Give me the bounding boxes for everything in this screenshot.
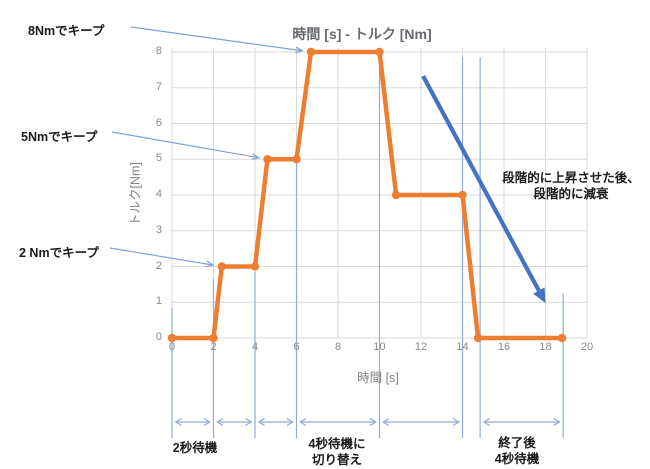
x-tick-label: 0	[168, 341, 176, 353]
y-tick-label: 2	[155, 259, 162, 272]
annotation-switch-to-4s-wait-line2: 切り替え	[311, 452, 362, 467]
x-tick-label: 14	[456, 341, 469, 353]
chart-title: 時間 [s] - トルク [Nm]	[292, 26, 432, 42]
annotation-keep-2nm: 2 Nmでキープ	[19, 246, 99, 260]
x-axis-title: 時間 [s]	[357, 371, 399, 385]
data-point-marker	[250, 262, 260, 271]
annotation-stepwise-rise-decay-line1: 段階的に上昇させた後、	[502, 171, 640, 185]
annotation-stepwise-rise-decay-line2: 段階的に減衰	[533, 187, 609, 201]
annotation-keep-5nm: 5Nmでキープ	[21, 130, 98, 144]
x-tick-label: 4	[251, 341, 259, 353]
annotation-switch-to-4s-wait: 4秒待機に 切り替え	[287, 437, 387, 468]
trend-arrow	[421, 74, 546, 303]
leader-arrow-keep5	[111, 131, 261, 160]
leader-arrow-keep2	[109, 247, 215, 268]
x-tick-label: 20	[580, 341, 594, 353]
x-tick-label: 10	[373, 341, 386, 353]
x-tick-label: 6	[293, 341, 300, 353]
data-point-marker	[292, 155, 301, 164]
leader-arrow-keep8	[130, 26, 304, 54]
y-tick-label: 1	[155, 295, 162, 308]
y-tick-label: 5	[155, 152, 162, 165]
data-point-marker	[209, 333, 218, 343]
y-tick-label: 0	[155, 331, 162, 343]
annotation-end-4s-wait-line2: 4秒待機	[494, 451, 540, 466]
data-point-marker	[167, 333, 177, 343]
span-double-arrow	[382, 417, 460, 427]
data-point-marker	[306, 47, 316, 57]
x-tick-label: 12	[414, 341, 428, 353]
data-point-marker	[458, 190, 467, 200]
annotation-wait-2s: 2秒待機	[172, 441, 218, 455]
x-tick-label: 8	[334, 341, 342, 353]
data-point-marker	[557, 333, 567, 343]
span-double-arrow	[299, 417, 377, 427]
data-point-marker	[217, 262, 226, 271]
annotation-switch-to-4s-wait-line1: 4秒待機に	[308, 437, 366, 451]
data-point-marker	[375, 47, 384, 57]
x-tick-label: 16	[497, 341, 511, 353]
annotation-keep-8nm: 8Nmでキープ	[28, 24, 105, 38]
span-double-arrow	[257, 417, 294, 427]
series-line-torque-profile	[169, 49, 565, 341]
span-double-arrow	[174, 417, 211, 427]
y-tick-label: 6	[155, 116, 162, 129]
y-tick-label: 3	[155, 223, 162, 236]
span-double-arrow	[216, 417, 253, 427]
annotation-end-4s-wait-line1: 終了後	[498, 436, 536, 450]
data-point-marker	[473, 333, 483, 343]
data-point-marker	[391, 190, 401, 200]
x-tick-label: 18	[539, 341, 552, 353]
data-point-marker	[263, 155, 272, 164]
x-tick-label: 2	[210, 341, 217, 353]
y-tick-label: 8	[155, 45, 162, 57]
annotation-end-4s-wait: 終了後 4秒待機	[467, 436, 567, 467]
annotation-stepwise-rise-decay: 段階的に上昇させた後、 段階的に減衰	[476, 170, 650, 202]
y-tick-label: 4	[155, 188, 162, 200]
span-double-arrow	[482, 417, 561, 427]
y-tick-label: 7	[155, 80, 162, 93]
